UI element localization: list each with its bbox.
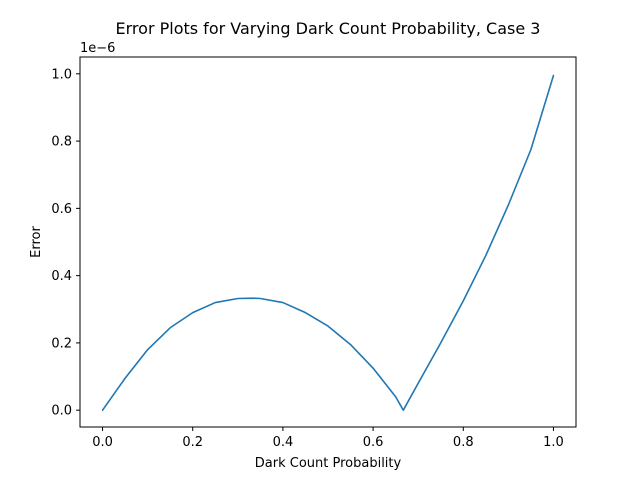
x-tick-label: 0.2 [182,435,203,450]
y-axis-label: Error [29,226,44,258]
x-axis-label: Dark Count Probability [255,456,402,471]
y-tick-label: 0.0 [51,404,72,419]
y-tick-label: 0.2 [51,336,72,351]
y-axis-ticks: 0.0 0.2 0.4 0.6 0.8 1.0 [51,67,80,419]
x-tick-label: 1.0 [543,435,564,450]
x-axis-ticks: 0.0 0.2 0.4 0.6 0.8 1.0 [92,427,564,450]
x-tick-label: 0.6 [363,435,384,450]
series-layer [101,74,555,411]
y-tick-label: 0.6 [51,202,72,217]
series-line [101,74,555,411]
x-tick-label: 0.4 [273,435,294,450]
y-axis-offset-label: 1e−6 [80,41,115,56]
chart-title: Error Plots for Varying Dark Count Proba… [116,19,541,38]
y-tick-label: 0.4 [51,269,72,284]
plot-frame [79,56,577,428]
x-tick-label: 0.8 [453,435,474,450]
plot-area: 0.0 0.2 0.4 0.6 0.8 1.0 0.0 0.2 0.4 0.6 0.8 1.0 [51,56,577,450]
x-tick-label: 0.0 [92,435,113,450]
y-tick-label: 1.0 [51,67,72,82]
y-tick-label: 0.8 [51,135,72,150]
